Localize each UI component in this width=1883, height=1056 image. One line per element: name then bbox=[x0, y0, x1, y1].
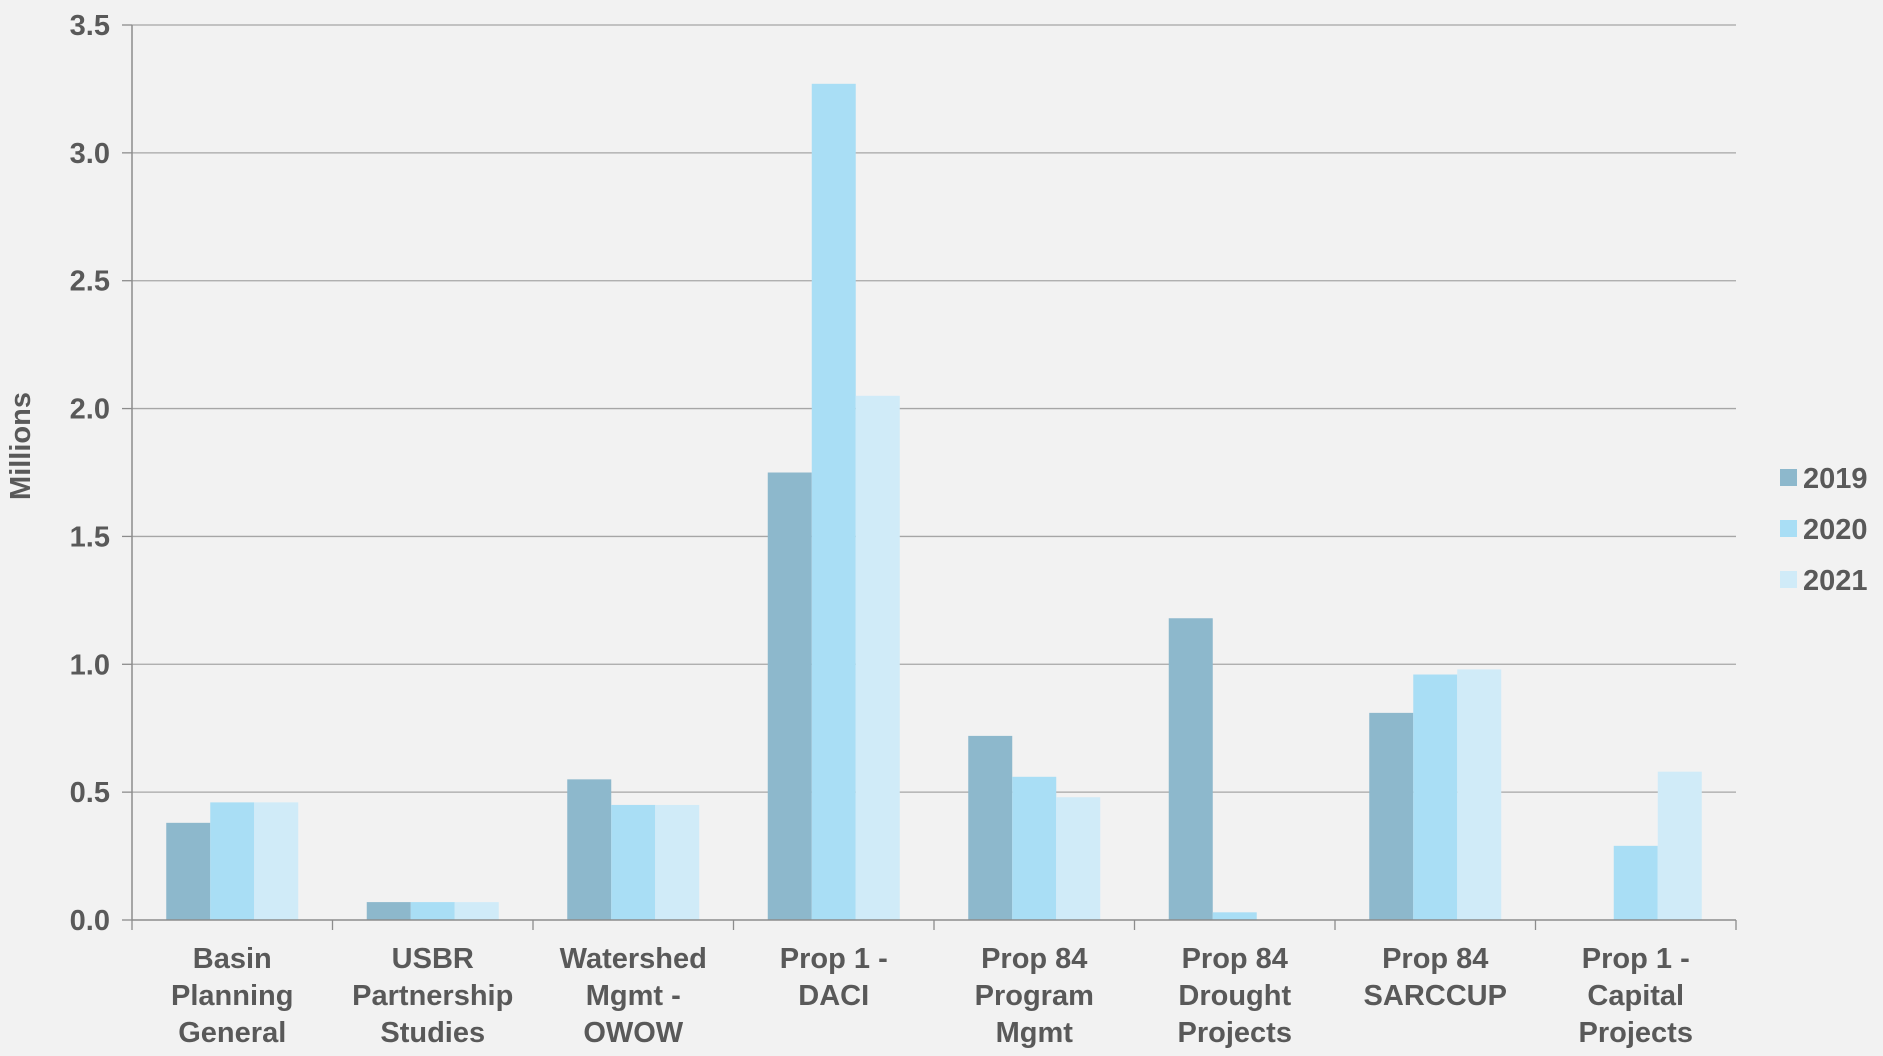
bar-2021 bbox=[454, 902, 499, 920]
bar-2021 bbox=[1457, 669, 1502, 920]
legend-swatch bbox=[1780, 571, 1797, 588]
axes bbox=[122, 24, 1737, 930]
y-tick-label: 1.0 bbox=[70, 649, 110, 681]
x-tick-label: Watershed Mgmt -OWOW bbox=[560, 943, 707, 1049]
gridlines bbox=[132, 24, 1736, 793]
legend: 2019 2020 2021 bbox=[1780, 463, 1868, 597]
bar-2019 bbox=[767, 472, 812, 920]
bar-2020 bbox=[1212, 912, 1257, 920]
bar-2020 bbox=[410, 902, 455, 920]
bar-2019 bbox=[366, 902, 411, 920]
x-tick-label: Basin Planning General bbox=[171, 943, 293, 1049]
bars bbox=[166, 83, 1702, 921]
y-tick-label: 2.0 bbox=[70, 394, 110, 426]
legend-swatch bbox=[1780, 469, 1797, 486]
x-tick-label: Prop 84 Drought Projects bbox=[1178, 943, 1292, 1049]
bar-2019 bbox=[567, 779, 612, 920]
x-tick-label: USBR Partnership Studies bbox=[352, 943, 513, 1049]
bar-2019 bbox=[1369, 712, 1414, 920]
legend-label: 2021 bbox=[1803, 565, 1868, 597]
legend-swatch bbox=[1780, 520, 1797, 537]
bar-2019 bbox=[968, 735, 1013, 920]
bar-2020 bbox=[1413, 674, 1458, 920]
y-tick-label: 3.5 bbox=[70, 10, 110, 42]
y-tick-label: 0.5 bbox=[70, 777, 110, 809]
bar-2019 bbox=[166, 822, 211, 920]
y-tick-label: 1.5 bbox=[70, 521, 110, 553]
x-tick-labels: Basin Planning General USBR Partnership Studi… bbox=[171, 943, 1693, 1049]
legend-label: 2020 bbox=[1803, 514, 1868, 546]
bar-2019 bbox=[1168, 618, 1213, 920]
bar-2021 bbox=[655, 804, 700, 920]
y-tick-label: 3.0 bbox=[70, 138, 110, 170]
bar-2021 bbox=[254, 802, 299, 920]
x-tick-label: Prop 84 Program Mgmt bbox=[975, 943, 1094, 1049]
y-tick-label: 0.0 bbox=[70, 905, 110, 937]
bar-2021 bbox=[1056, 797, 1101, 920]
bar-2020 bbox=[210, 802, 255, 920]
bar-2020 bbox=[1012, 776, 1057, 920]
y-tick-labels: 0.0 0.5 1.0 1.5 2.0 2.5 3.0 3.5 bbox=[70, 10, 110, 937]
bar-2020 bbox=[811, 83, 856, 921]
x-tick-label: Prop 84 SARCCUP bbox=[1364, 943, 1507, 1012]
x-tick-label: Prop 1 -DACI bbox=[780, 943, 888, 1012]
bar-2021 bbox=[1657, 771, 1702, 920]
x-tick-label: Prop 1 -Capital Projects bbox=[1579, 943, 1693, 1049]
legend-label: 2019 bbox=[1803, 463, 1868, 495]
bar-2020 bbox=[1613, 845, 1658, 920]
bar-2021 bbox=[855, 395, 900, 920]
y-axis-label: Millions bbox=[5, 392, 37, 500]
y-tick-label: 2.5 bbox=[70, 266, 110, 298]
bar-2020 bbox=[611, 804, 656, 920]
